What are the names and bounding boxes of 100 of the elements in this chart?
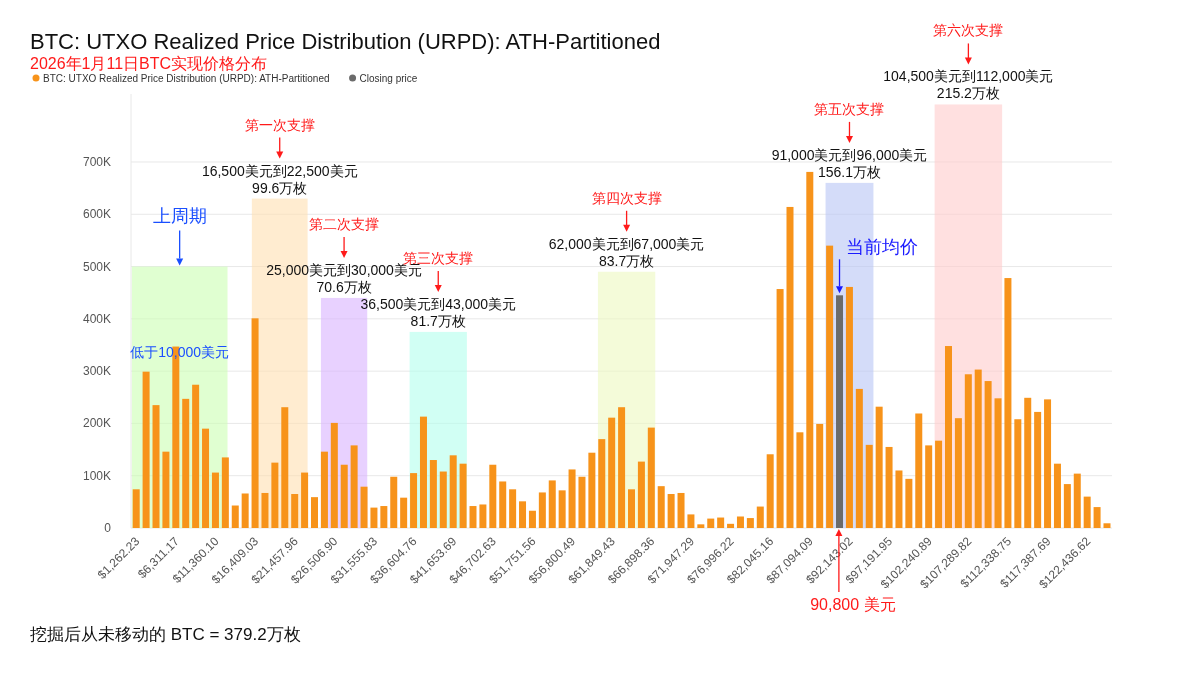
bar [1014, 419, 1022, 528]
bar [647, 427, 655, 528]
bar [1053, 463, 1061, 528]
bar [509, 489, 517, 528]
annotation: 104,500美元到112,000美元 215.2万枚 [883, 68, 1054, 102]
bar [845, 286, 853, 528]
text: 第六次支撑 [933, 22, 1004, 39]
bar [400, 497, 408, 528]
bar [390, 476, 398, 528]
bar [182, 398, 190, 528]
text: 挖掘后从未移动的 BTC = 379.2万枚 [30, 625, 301, 644]
bar [628, 489, 635, 528]
annotation: 第五次支撑 [814, 100, 885, 117]
bar [281, 407, 289, 528]
bar [895, 470, 903, 528]
y-tick-label: 200K [82, 416, 111, 431]
bar [1034, 411, 1042, 528]
bar [1044, 399, 1052, 528]
bar [459, 463, 467, 528]
legend-label: BTC: UTXO Realized Price Distribution (URPD): ATH-Partitioned [43, 73, 330, 84]
annotation: 第二次支撑 [309, 215, 380, 232]
bar [1083, 496, 1091, 528]
bar [637, 461, 645, 528]
bar [548, 480, 556, 528]
bar [538, 492, 546, 528]
bar [380, 506, 388, 528]
annotation: 16,500美元到22,500美元 99.6万枚 [201, 162, 358, 196]
bar [370, 507, 378, 528]
bar [588, 452, 596, 528]
bar [796, 432, 804, 528]
legend-label: Closing price [359, 73, 418, 84]
bar [162, 451, 170, 528]
bar [944, 346, 952, 528]
bar [251, 318, 259, 528]
bar [935, 440, 943, 528]
annotation: 第一次支撑 [244, 116, 315, 133]
bar [1004, 278, 1012, 528]
y-tick-label: 300K [82, 364, 111, 379]
bar [667, 494, 675, 528]
bar [618, 407, 626, 528]
bar [717, 517, 725, 528]
bar [766, 454, 774, 528]
bar [727, 523, 735, 528]
bar [528, 510, 536, 528]
bar [578, 476, 586, 528]
bar [598, 439, 606, 528]
bar [657, 486, 665, 528]
bar [202, 428, 210, 528]
bar [211, 472, 219, 528]
bar [132, 489, 140, 528]
bar [697, 524, 705, 528]
bar [806, 171, 814, 528]
annotation: 62,000美元到67,000美元 83.7万枚 [548, 235, 705, 269]
bar [330, 422, 338, 528]
bar [519, 501, 527, 528]
bar [826, 245, 834, 528]
bar [994, 398, 1002, 528]
bar [687, 514, 695, 528]
annotation: 90,800 美元 [810, 596, 896, 613]
bar [707, 518, 715, 528]
bar [241, 493, 249, 528]
bar [984, 381, 992, 528]
bar [410, 473, 418, 528]
y-tick-label: 0 [104, 521, 112, 535]
y-tick-label: 400K [82, 311, 111, 326]
bar [340, 464, 348, 528]
bar [608, 417, 616, 528]
bar [786, 206, 794, 528]
chart-title: BTC: UTXO Realized Price Distribution (URPD): ATH-Partitioned [30, 29, 661, 54]
bar [558, 490, 566, 528]
bar [1073, 473, 1081, 528]
bar [499, 481, 507, 528]
bar [360, 486, 368, 528]
bar [736, 516, 744, 528]
bar [816, 423, 824, 528]
bar [677, 492, 685, 528]
y-tick-label: 600K [82, 207, 111, 222]
chart-subtitle: 2026年1月11日BTC实现价格分布 [30, 55, 268, 72]
bar [875, 406, 883, 528]
bar [865, 444, 873, 528]
bar [974, 369, 982, 528]
bar [489, 464, 497, 528]
bar [905, 478, 913, 528]
bar [479, 504, 487, 528]
bar [192, 384, 200, 528]
bar [429, 460, 437, 528]
bar [885, 446, 893, 528]
bar [746, 518, 754, 528]
bar [1093, 507, 1101, 528]
bar [1063, 484, 1071, 528]
annotation: 上周期 [152, 205, 207, 226]
bar [271, 462, 279, 528]
bar [142, 371, 150, 528]
bar [855, 388, 863, 528]
bar [776, 289, 784, 528]
annotation: 91,000美元到96,000美元 156.1万枚 [771, 146, 928, 180]
bar [301, 472, 309, 528]
bar [1024, 397, 1032, 528]
bar [221, 457, 229, 528]
bar [954, 418, 962, 528]
